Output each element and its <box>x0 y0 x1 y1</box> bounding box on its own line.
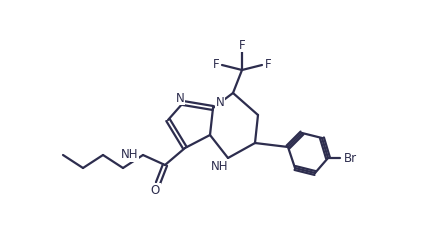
Text: Br: Br <box>344 151 357 164</box>
Text: F: F <box>213 59 219 72</box>
Text: NH: NH <box>211 160 229 173</box>
Text: F: F <box>239 38 245 51</box>
Text: N: N <box>176 91 184 105</box>
Text: NH: NH <box>120 149 138 161</box>
Text: O: O <box>150 183 160 196</box>
Text: F: F <box>265 59 271 72</box>
Text: N: N <box>216 96 224 109</box>
